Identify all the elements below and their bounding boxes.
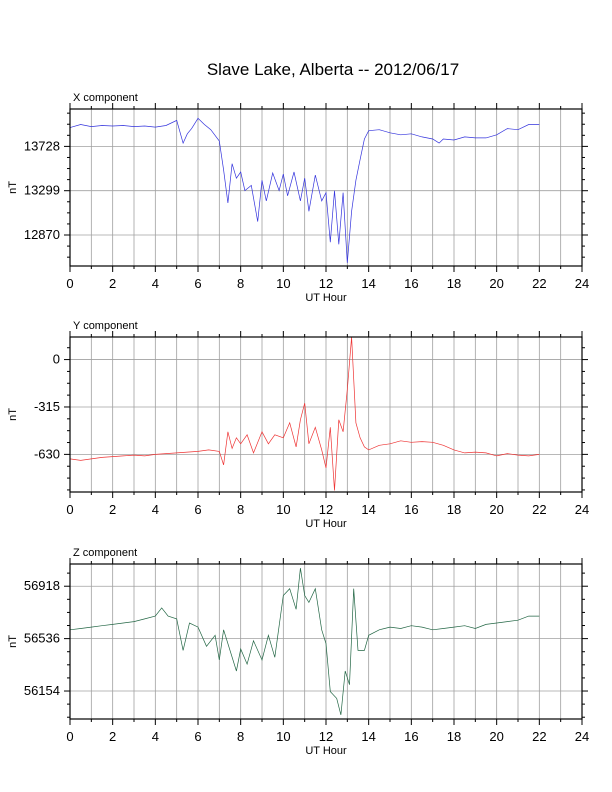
- x-tick-label: 8: [237, 729, 244, 744]
- x-tick-label: 20: [489, 502, 503, 517]
- x-tick-label: 16: [404, 502, 418, 517]
- x-tick-label: 8: [237, 276, 244, 291]
- x-tick-label: 22: [532, 276, 546, 291]
- x-tick-label: 0: [66, 276, 73, 291]
- x-tick-label: 20: [489, 729, 503, 744]
- x-tick-label: 10: [276, 276, 290, 291]
- y-tick-label: 12870: [24, 227, 60, 242]
- x-tick-label: 12: [319, 276, 333, 291]
- x-tick-label: 16: [404, 276, 418, 291]
- x-tick-label: 24: [575, 276, 589, 291]
- data-line: [69, 568, 540, 715]
- x-tick-label: 16: [404, 729, 418, 744]
- x-tick-label: 2: [109, 729, 116, 744]
- x-tick-label: 10: [276, 729, 290, 744]
- x-tick-label: 14: [361, 729, 375, 744]
- x-tick-label: 8: [237, 502, 244, 517]
- y-tick-label: 56536: [24, 631, 60, 646]
- x-axis-label: UT Hour: [305, 518, 347, 530]
- panel-title: X component: [73, 92, 138, 104]
- x-tick-label: 6: [194, 729, 201, 744]
- x-tick-label: 2: [109, 276, 116, 291]
- x-tick-label: 4: [152, 729, 159, 744]
- x-tick-label: 0: [66, 729, 73, 744]
- x-tick-label: 6: [194, 502, 201, 517]
- panel-title: Z component: [73, 547, 137, 559]
- x-tick-label: 22: [532, 729, 546, 744]
- x-axis-label: UT Hour: [305, 292, 347, 304]
- x-tick-label: 12: [319, 502, 333, 517]
- x-tick-label: 24: [575, 729, 589, 744]
- y-tick-label: 13728: [24, 138, 60, 153]
- data-line: [69, 117, 540, 263]
- x-tick-label: 0: [66, 502, 73, 517]
- x-tick-label: 2: [109, 502, 116, 517]
- x-axis-label: UT Hour: [305, 745, 347, 757]
- y-axis-label: nT: [7, 635, 19, 648]
- y-axis-label: nT: [7, 181, 19, 194]
- y-tick-label: 56918: [24, 578, 60, 593]
- y-tick-label: -630: [34, 446, 60, 461]
- x-tick-label: 18: [447, 729, 461, 744]
- x-tick-label: 18: [447, 502, 461, 517]
- x-tick-label: 10: [276, 502, 290, 517]
- x-tick-label: 14: [361, 502, 375, 517]
- data-line: [69, 336, 540, 491]
- y-axis-label: nT: [7, 408, 19, 421]
- x-tick-label: 18: [447, 276, 461, 291]
- x-tick-label: 6: [194, 276, 201, 291]
- x-tick-label: 22: [532, 502, 546, 517]
- x-tick-label: 4: [152, 502, 159, 517]
- panel-title: Y component: [73, 320, 138, 332]
- x-tick-label: 12: [319, 729, 333, 744]
- page-title: Slave Lake, Alberta -- 2012/06/17: [206, 60, 460, 79]
- y-tick-label: 0: [53, 352, 60, 367]
- x-tick-label: 20: [489, 276, 503, 291]
- x-tick-label: 4: [152, 276, 159, 291]
- y-tick-label: 13299: [24, 183, 60, 198]
- y-tick-label: 56154: [24, 683, 60, 698]
- y-tick-label: -315: [34, 399, 60, 414]
- x-tick-label: 14: [361, 276, 375, 291]
- x-tick-label: 24: [575, 502, 589, 517]
